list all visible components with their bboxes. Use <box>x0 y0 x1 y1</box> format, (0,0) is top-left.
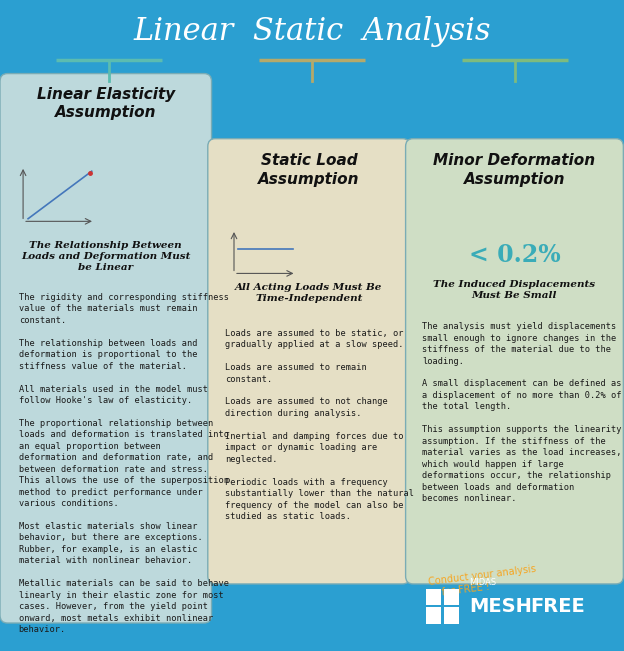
FancyBboxPatch shape <box>444 589 459 605</box>
Text: MESH: MESH <box>469 596 532 616</box>
Text: The rigidity and corresponding stiffness
value of the materials must remain
cons: The rigidity and corresponding stiffness… <box>19 293 229 634</box>
Text: FREE: FREE <box>530 596 585 616</box>
Text: Static Load
Assumption: Static Load Assumption <box>258 153 359 187</box>
Text: < 0.2%: < 0.2% <box>469 243 560 267</box>
Text: Linear  Static  Analysis: Linear Static Analysis <box>134 16 490 47</box>
Text: The Relationship Between
Loads and Deformation Must
be Linear: The Relationship Between Loads and Defor… <box>21 241 190 272</box>
Text: Minor Deformation
Assumption: Minor Deformation Assumption <box>434 153 595 187</box>
Text: MIDAS: MIDAS <box>469 577 496 587</box>
FancyBboxPatch shape <box>426 589 441 605</box>
FancyBboxPatch shape <box>426 607 441 624</box>
Text: All Acting Loads Must Be
Time-Independent: All Acting Loads Must Be Time-Independen… <box>235 283 383 303</box>
Text: Conduct your analysis
    for FREE !: Conduct your analysis for FREE ! <box>427 564 538 599</box>
Text: Linear Elasticity
Assumption: Linear Elasticity Assumption <box>37 87 175 120</box>
FancyBboxPatch shape <box>444 607 459 624</box>
Text: The analysis must yield displacements
small enough to ignore changes in the
stif: The analysis must yield displacements sm… <box>422 322 622 503</box>
FancyBboxPatch shape <box>406 139 623 584</box>
FancyBboxPatch shape <box>208 139 410 584</box>
Text: The Induced Displacements
Must Be Small: The Induced Displacements Must Be Small <box>434 280 595 300</box>
FancyBboxPatch shape <box>0 74 212 623</box>
Text: Loads are assumed to be static, or
gradually applied at a slow speed.

Loads are: Loads are assumed to be static, or gradu… <box>225 329 414 521</box>
